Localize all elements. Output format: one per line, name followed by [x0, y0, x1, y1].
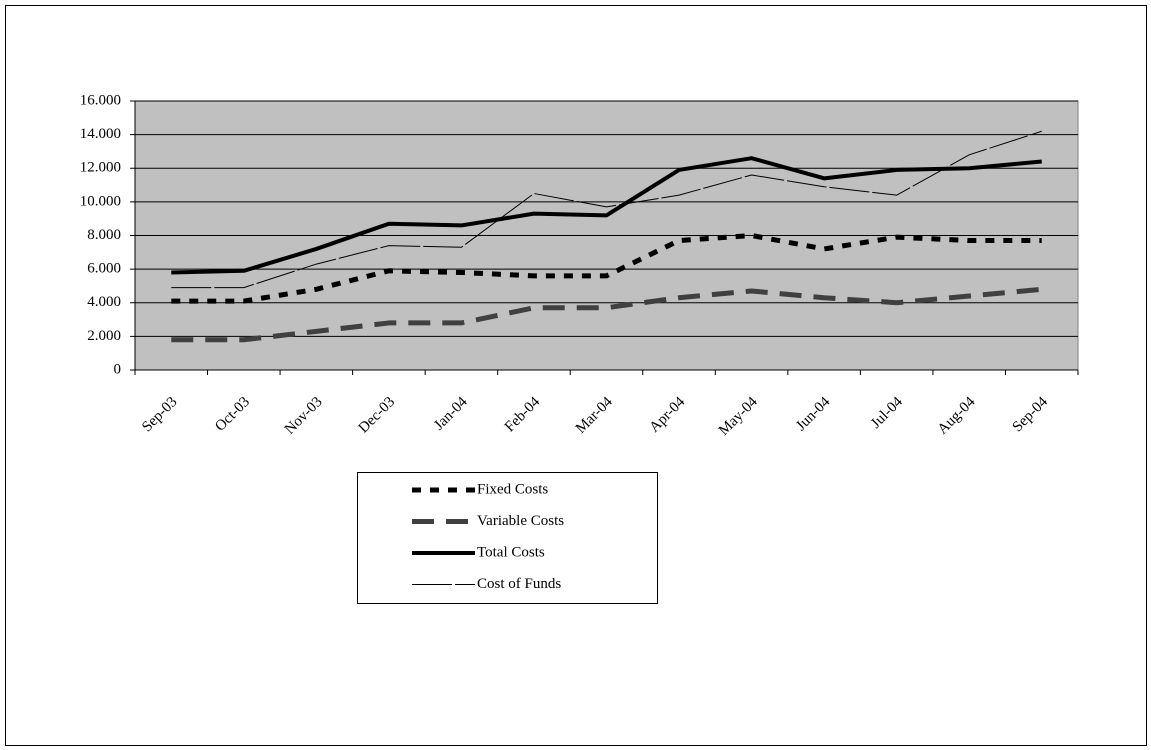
- legend-label: Cost of Funds: [477, 576, 561, 592]
- y-tick-label: 10.000: [80, 193, 121, 209]
- legend-label: Variable Costs: [477, 513, 564, 529]
- y-tick-label: 6.000: [87, 261, 121, 277]
- y-tick-label: 14.000: [80, 126, 121, 142]
- series-line: [171, 286, 1042, 343]
- series-line: [171, 233, 1042, 304]
- legend-label: Total Costs: [477, 544, 545, 560]
- series-line: [171, 130, 1042, 289]
- legend-label: Fixed Costs: [477, 481, 548, 497]
- y-tick-label: 16.000: [80, 92, 121, 108]
- y-tick-label: 0: [114, 361, 122, 377]
- y-tick-label: 4.000: [87, 294, 121, 310]
- y-tick-label: 12.000: [80, 160, 121, 176]
- legend-box: [357, 472, 658, 604]
- y-tick-label: 8.000: [87, 227, 121, 243]
- y-tick-label: 2.000: [87, 328, 121, 344]
- series-line: [171, 156, 1042, 275]
